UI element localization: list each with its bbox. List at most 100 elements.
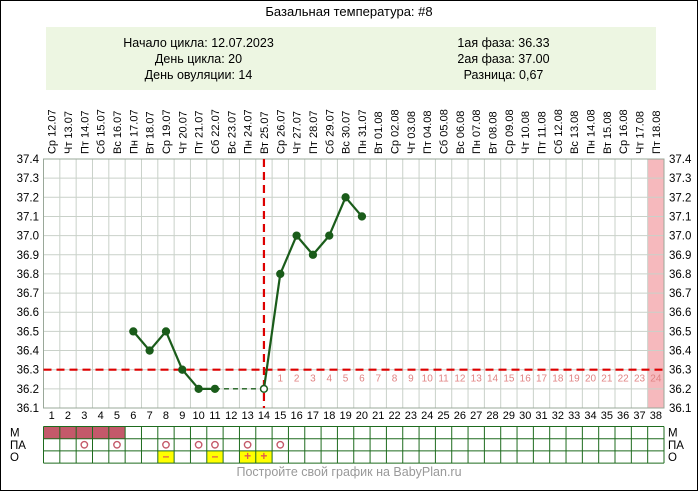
- y-tick-label: 36.7: [17, 288, 39, 300]
- date-label: Чт 13.07: [63, 111, 75, 154]
- cycle-day-number: 24: [421, 410, 433, 422]
- dpo-number: 16: [520, 374, 532, 385]
- cycle-day-number: 31: [535, 410, 547, 422]
- date-label: Сб 22.07: [210, 109, 222, 154]
- date-label: Чт 17.08: [635, 111, 647, 154]
- cycle-day-number: 30: [519, 410, 531, 422]
- cycle-day-number: 5: [114, 410, 120, 422]
- date-label: Вс 16.07: [112, 111, 124, 154]
- dpo-number: 14: [487, 374, 499, 385]
- cycle-day-number: 35: [601, 410, 613, 422]
- date-label: Чт 20.07: [177, 111, 189, 154]
- date-label: Вс 23.07: [226, 111, 238, 154]
- cycle-day-number: 3: [81, 410, 87, 422]
- date-label: Вс 30.07: [341, 111, 353, 154]
- date-label: Сб 29.07: [324, 109, 336, 154]
- temp-point: [146, 347, 153, 354]
- y-tick-label: 36.8: [17, 269, 39, 281]
- date-label: Вт 01.08: [373, 111, 385, 154]
- y-tick-label: 37.3: [17, 173, 39, 185]
- date-label: Вт 18.07: [145, 111, 157, 154]
- cycle-day-number: 11: [209, 410, 220, 422]
- cycle-day-number: 37: [633, 410, 645, 422]
- dpo-number: 19: [569, 374, 581, 385]
- cycle-day-number: 23: [405, 410, 417, 422]
- day-numbers: 1234567891011121314151617181920212223242…: [49, 410, 662, 422]
- y-tick-label: 36.1: [17, 403, 39, 415]
- y-axis-left: 36.136.236.336.436.536.636.736.836.937.0…: [17, 154, 40, 415]
- date-label: Пт 21.07: [194, 110, 206, 154]
- cycle-day-number: 15: [274, 410, 286, 422]
- y-tick-label: 37.4: [17, 154, 40, 166]
- date-label: Ср 19.07: [161, 109, 173, 154]
- row-label-right: М: [668, 428, 678, 440]
- dpo-number: 12: [454, 374, 466, 385]
- cycle-day-number: 12: [225, 410, 237, 422]
- intercourse-mark: [81, 442, 87, 448]
- date-label: Вс 13.08: [569, 111, 581, 154]
- dpo-number: 6: [359, 374, 365, 385]
- date-label: Пт 28.07: [308, 110, 320, 154]
- cycle-day-number: 19: [339, 410, 351, 422]
- date-label: Чт 03.08: [406, 111, 418, 154]
- cycle-day-number: 8: [163, 410, 169, 422]
- dpo-number: 11: [438, 374, 449, 385]
- date-label: Пн 31.07: [357, 109, 369, 154]
- temp-point: [293, 232, 300, 239]
- date-label: Ср 16.08: [618, 109, 630, 154]
- y-tick-label: 37.1: [17, 211, 39, 223]
- cycle-day-number: 16: [290, 410, 302, 422]
- menstruation-cell: [44, 427, 60, 439]
- y-tick-label: 36.5: [669, 326, 691, 338]
- date-label: Ср 26.07: [275, 109, 287, 154]
- dpo-number: 18: [552, 374, 564, 385]
- cycle-day-number: 28: [486, 410, 498, 422]
- y-tick-label: 36.3: [17, 365, 39, 377]
- dpo-number: 13: [471, 374, 483, 385]
- dpo-number: 4: [326, 374, 332, 385]
- temp-point: [179, 366, 186, 373]
- cycle-day-number: 18: [323, 410, 335, 422]
- cycle-day-number: 14: [258, 410, 270, 422]
- date-label: Чт 10.08: [520, 111, 532, 154]
- date-label: Вт 25.07: [259, 111, 271, 154]
- cycle-day-number: 25: [437, 410, 449, 422]
- y-tick-label: 36.2: [669, 384, 691, 396]
- cycle-day-number: 22: [388, 410, 400, 422]
- dpo-number: 21: [601, 374, 613, 385]
- y-tick-label: 37.1: [669, 211, 691, 223]
- y-tick-label: 36.6: [17, 307, 39, 319]
- cycle-day-number: 21: [372, 410, 384, 422]
- ovulation-test-result: –: [163, 449, 170, 463]
- row-label-left: О: [10, 452, 19, 464]
- dpo-number: 9: [408, 374, 414, 385]
- cycle-day-number: 32: [552, 410, 564, 422]
- y-tick-label: 37.2: [17, 192, 39, 204]
- dpo-labels: 123456789101112131415161718192021222324: [277, 374, 661, 385]
- y-tick-label: 36.8: [669, 269, 691, 281]
- date-label: Пн 07.08: [471, 109, 483, 154]
- temp-point: [326, 232, 333, 239]
- y-tick-label: 36.2: [17, 384, 39, 396]
- y-tick-label: 36.3: [669, 365, 691, 377]
- row-label-right: О: [668, 452, 677, 464]
- y-tick-label: 37.0: [669, 231, 691, 243]
- dpo-number: 10: [422, 374, 434, 385]
- cycle-day-number: 7: [147, 410, 153, 422]
- date-label: Сб 12.08: [553, 109, 565, 154]
- cycle-day-number: 26: [454, 410, 466, 422]
- y-axis-right: 36.136.236.336.436.536.636.736.836.937.0…: [669, 154, 692, 415]
- menstruation-cell: [60, 427, 76, 439]
- cycle-day-number: 9: [179, 410, 185, 422]
- cycle-day-number: 6: [130, 410, 136, 422]
- date-label: Пт 18.08: [651, 110, 663, 154]
- dpo-number: 8: [392, 374, 398, 385]
- y-tick-label: 36.9: [669, 250, 691, 262]
- intercourse-mark: [195, 442, 201, 448]
- bbt-chart-page: Базальная температура: #8 Начало цикла: …: [0, 0, 698, 491]
- date-label: Сб 15.07: [96, 109, 108, 154]
- date-label: Ср 09.08: [504, 109, 516, 154]
- cycle-day-number: 17: [307, 410, 319, 422]
- intercourse-mark: [163, 442, 169, 448]
- temp-point: [212, 385, 219, 392]
